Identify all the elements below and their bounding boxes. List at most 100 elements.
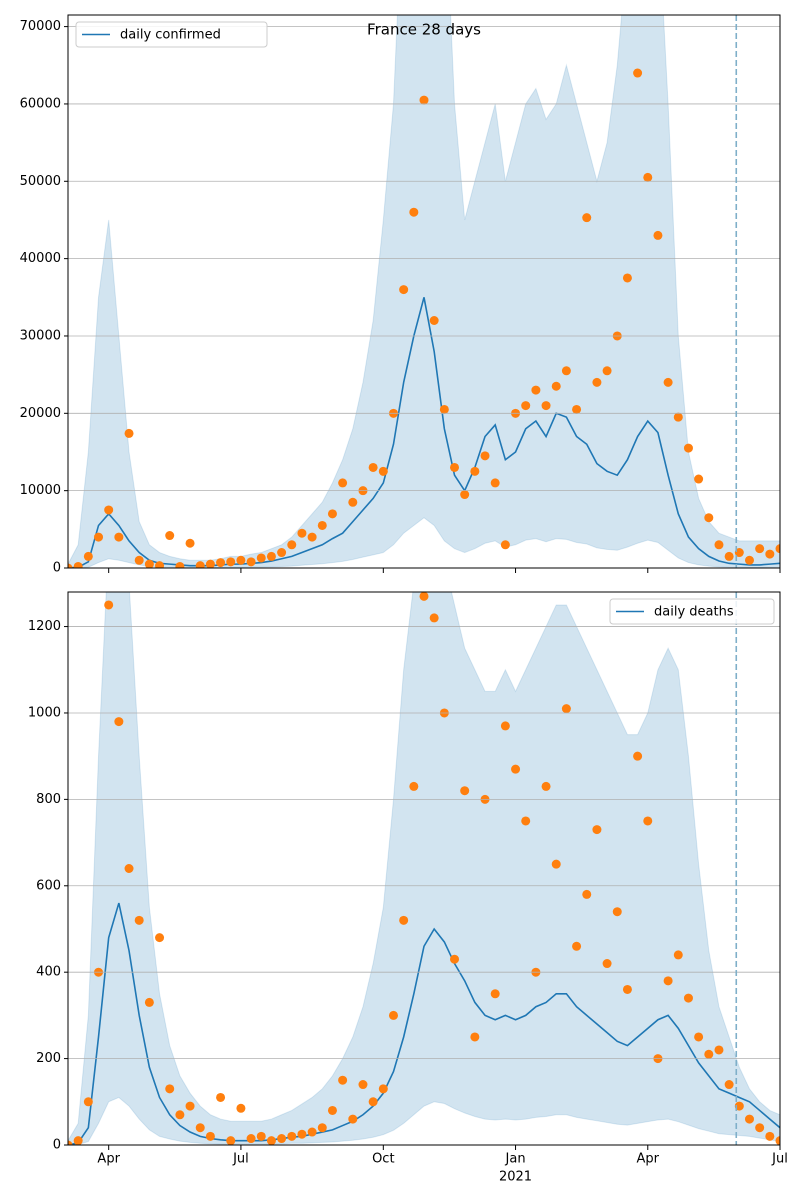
- data-point: [287, 1131, 297, 1141]
- data-point: [368, 462, 378, 472]
- data-point: [582, 889, 592, 899]
- data-point: [561, 704, 571, 714]
- data-point: [643, 172, 653, 182]
- data-point: [541, 781, 551, 791]
- data-point: [643, 816, 653, 826]
- data-point: [165, 1084, 175, 1094]
- data-point: [409, 781, 419, 791]
- data-point: [724, 551, 734, 561]
- year-label: 2021: [499, 1170, 532, 1185]
- data-point: [551, 859, 561, 869]
- uncertainty-band: [68, 15, 780, 568]
- data-point: [246, 1134, 256, 1144]
- data-point: [572, 941, 582, 951]
- data-point: [124, 428, 134, 438]
- data-point: [490, 989, 500, 999]
- x-tick-label: Jan: [505, 1152, 526, 1167]
- data-point: [429, 316, 439, 326]
- data-point: [175, 561, 185, 568]
- data-point: [460, 490, 470, 500]
- data-point: [327, 509, 337, 519]
- data-point: [94, 532, 104, 542]
- data-point: [622, 984, 632, 994]
- data-point: [460, 786, 470, 796]
- data-point: [663, 377, 673, 387]
- y-tick-label: 50000: [20, 174, 61, 189]
- data-point: [622, 273, 632, 283]
- y-tick-label: 60000: [20, 96, 61, 111]
- data-point: [775, 544, 780, 554]
- data-point: [531, 385, 541, 395]
- data-point: [68, 1140, 73, 1145]
- data-point: [673, 412, 683, 422]
- series-line: [68, 902, 780, 1145]
- data-point: [521, 816, 531, 826]
- y-tick-label: 200: [36, 1051, 61, 1066]
- y-tick-label: 70000: [20, 19, 61, 34]
- data-point: [470, 466, 480, 476]
- data-point: [155, 933, 165, 943]
- data-point: [104, 600, 114, 610]
- data-point: [399, 915, 409, 925]
- data-point: [114, 532, 124, 542]
- data-point: [73, 1136, 83, 1145]
- data-point: [144, 997, 154, 1007]
- legend-label: daily deaths: [654, 605, 734, 620]
- data-point: [165, 531, 175, 541]
- y-tick-label: 1200: [28, 619, 61, 634]
- data-point: [602, 959, 612, 969]
- data-point: [83, 551, 93, 561]
- data-point: [439, 404, 449, 414]
- data-point: [205, 1131, 215, 1141]
- data-point: [602, 366, 612, 376]
- y-tick-label: 600: [36, 878, 61, 893]
- data-point: [124, 864, 134, 873]
- data-point: [592, 825, 602, 835]
- data-point: [246, 557, 256, 567]
- data-point: [104, 505, 114, 515]
- data-point: [734, 548, 744, 558]
- data-point: [480, 451, 490, 461]
- data-point: [185, 538, 195, 548]
- data-point: [195, 1123, 205, 1133]
- data-point: [378, 466, 388, 476]
- y-tick-label: 800: [36, 792, 61, 807]
- y-tick-label: 30000: [20, 328, 61, 343]
- data-point: [338, 478, 348, 488]
- data-point: [500, 721, 510, 731]
- uncertainty-band: [68, 592, 780, 1145]
- data-point: [673, 950, 683, 960]
- data-point: [358, 1080, 368, 1090]
- data-point: [419, 592, 429, 601]
- data-point: [317, 1123, 327, 1133]
- data-point: [633, 751, 643, 761]
- data-point: [256, 1131, 266, 1141]
- data-point: [541, 401, 551, 411]
- x-tick-label: Apr: [97, 1152, 120, 1167]
- data-point: [236, 555, 246, 565]
- data-point: [73, 561, 83, 568]
- data-point: [266, 1136, 276, 1145]
- data-point: [216, 558, 226, 568]
- data-point: [236, 1103, 246, 1113]
- data-point: [633, 68, 643, 78]
- data-point: [114, 717, 124, 727]
- data-point: [704, 513, 714, 523]
- data-point: [327, 1105, 337, 1115]
- plot-area: [68, 15, 780, 568]
- data-point: [216, 1092, 226, 1102]
- data-point: [134, 915, 144, 925]
- legend-box: [609, 598, 775, 625]
- data-point: [775, 1136, 780, 1145]
- data-point: [755, 1123, 765, 1133]
- data-point: [470, 1032, 480, 1042]
- plot-area: [68, 592, 780, 1145]
- data-point: [185, 1101, 195, 1111]
- data-point: [297, 528, 307, 538]
- data-point: [744, 555, 754, 565]
- data-point: [348, 1114, 358, 1124]
- data-point: [155, 561, 165, 568]
- data-point: [490, 478, 500, 488]
- data-point: [388, 1010, 398, 1020]
- data-point: [277, 1134, 287, 1144]
